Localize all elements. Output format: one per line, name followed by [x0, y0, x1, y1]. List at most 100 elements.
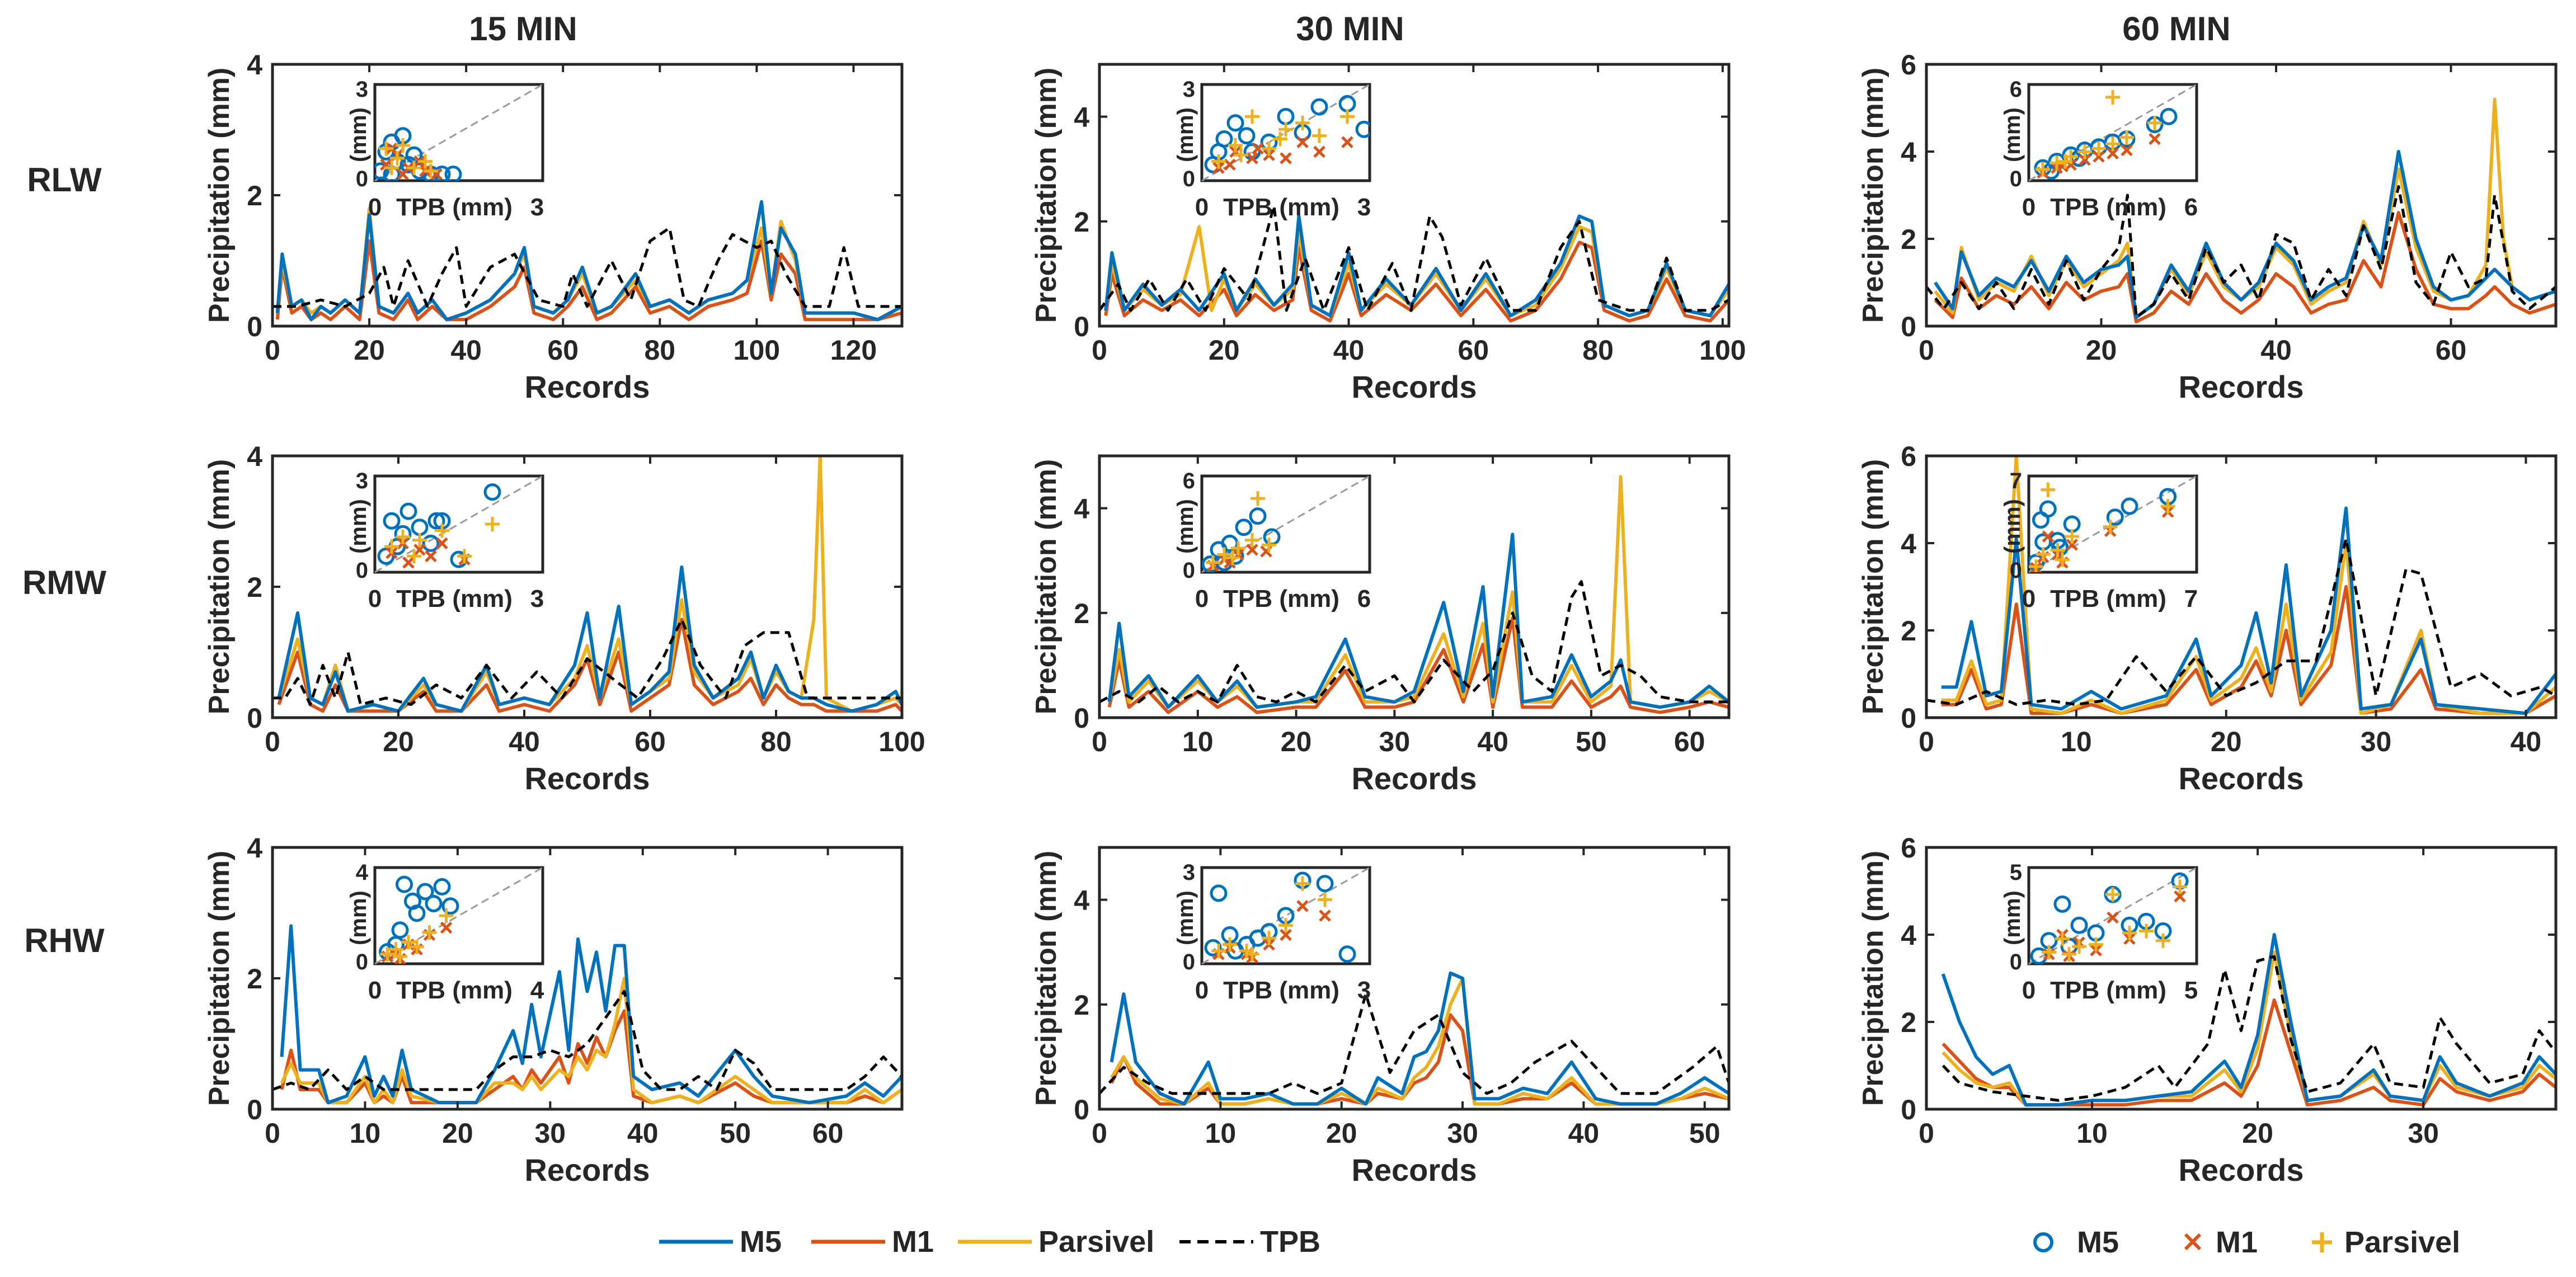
- point-parsivel: [2036, 547, 2051, 562]
- inset-points: [375, 127, 462, 181]
- x-tick-label: 30: [2408, 1118, 2439, 1149]
- inset-scatter: 0 7 0 TPB (mm) 7 (mm): [2000, 469, 2198, 612]
- point-m5: [2121, 497, 2138, 515]
- x-tick-label: 20: [2242, 1118, 2273, 1149]
- one-to-one-line: [374, 475, 543, 573]
- panel-rlw-30min: 0 20 40 60 80 100 0 2 4 Records Precipitation (mm)…: [1030, 63, 1746, 404]
- y-tick-label: 2: [247, 963, 262, 995]
- legend-line-parsivel-label: Parsivel: [1038, 1225, 1154, 1259]
- axes-box: [1098, 846, 1731, 1111]
- x-tick-label: 60: [812, 1118, 844, 1149]
- x-tick-label: 30: [2361, 726, 2392, 757]
- point-parsivel: [380, 946, 395, 962]
- point-parsivel: [396, 138, 410, 153]
- point-parsivel: [435, 523, 449, 538]
- point-m1: [1296, 136, 1309, 148]
- point-m5: [391, 921, 409, 939]
- point-parsivel: [1273, 131, 1287, 147]
- y-tick-label: 2: [1901, 224, 1916, 255]
- series-tpb-line: [1099, 580, 1729, 704]
- point-parsivel: [1312, 128, 1327, 143]
- point-parsivel: [1206, 555, 1220, 570]
- point-m1: [2066, 539, 2078, 551]
- series-m5-line: [275, 200, 902, 322]
- x-axis-label: Records: [1351, 369, 1477, 404]
- point-parsivel: [412, 533, 427, 548]
- x-tick-label: 20: [442, 1118, 473, 1149]
- inset-x-tick-max: 3: [1357, 977, 1371, 1004]
- point-parsivel: [407, 161, 421, 176]
- y-axis-label: Precipitation (mm): [203, 68, 236, 323]
- inset-x-tick-min: 0: [2022, 585, 2036, 612]
- series-parsivel-line: [280, 977, 902, 1105]
- x-tick-label: 0: [1919, 726, 1934, 757]
- inset-x-tick-max: 3: [530, 194, 544, 221]
- x-tick-label: 0: [1919, 334, 1934, 366]
- series-parsivel-line: [1941, 456, 2556, 715]
- inset-points: [1204, 95, 1370, 174]
- y-tick-label: 4: [1074, 102, 1089, 133]
- inset-x-tick-max: 3: [530, 585, 544, 612]
- inset-y-label: (mm): [1173, 107, 1198, 162]
- series-m5-line: [1941, 506, 2556, 715]
- y-tick-label: 4: [1901, 136, 1916, 168]
- point-m5: [2053, 895, 2071, 913]
- point-m5: [1226, 114, 1244, 132]
- legend-marker-m1: [2184, 1233, 2202, 1251]
- inset-y-tick-max: 4: [356, 860, 369, 885]
- series-tpb-line: [1926, 185, 2556, 319]
- point-m5: [399, 502, 417, 520]
- inset-x-tick-max: 7: [2184, 585, 2198, 612]
- point-m5: [1210, 884, 1228, 902]
- x-axis-label: Records: [1351, 761, 1477, 796]
- axes-box: [1925, 846, 2558, 1111]
- x-tick-label: 10: [2061, 726, 2092, 757]
- x-tick-label: 0: [1092, 334, 1107, 366]
- y-axis-label: Precipitation (mm): [1030, 68, 1063, 323]
- point-m5: [1238, 127, 1256, 145]
- y-tick-label: 4: [1074, 493, 1089, 525]
- x-axis-label: Records: [1351, 1152, 1477, 1188]
- x-tick-label: 10: [1205, 1118, 1237, 1149]
- inset-x-label: TPB (mm): [1223, 194, 1339, 221]
- point-parsivel: [2122, 925, 2137, 940]
- point-m1: [2093, 150, 2105, 163]
- point-parsivel: [384, 161, 399, 176]
- point-m1: [402, 557, 415, 569]
- point-parsivel: [1340, 109, 1355, 124]
- inset-points: [1202, 491, 1281, 572]
- point-parsivel: [2058, 154, 2072, 169]
- series-m5-line: [277, 565, 902, 713]
- inset-y-label: (mm): [1173, 499, 1198, 554]
- point-parsivel: [1245, 533, 1259, 548]
- point-m1: [1246, 152, 1258, 164]
- inset-y-tick-min: 0: [356, 167, 368, 191]
- y-tick-label: 0: [247, 703, 262, 734]
- point-parsivel: [1223, 937, 1237, 952]
- point-parsivel: [1228, 138, 1243, 153]
- point-parsivel: [1318, 892, 1332, 907]
- point-m5: [427, 512, 445, 530]
- point-parsivel: [1211, 154, 1226, 169]
- series-tpb-line: [1099, 992, 1729, 1095]
- inset-x-tick-min: 0: [368, 194, 382, 221]
- x-tick-label: 50: [720, 1118, 751, 1149]
- x-tick-label: 100: [878, 726, 925, 757]
- point-m1: [1296, 900, 1309, 912]
- point-parsivel: [457, 549, 472, 564]
- inset-y-tick-min: 0: [356, 950, 368, 974]
- inset-y-tick-max: 6: [1183, 469, 1195, 493]
- x-tick-label: 40: [1477, 726, 1508, 757]
- inset-points: [2030, 872, 2189, 964]
- inset-x-label: TPB (mm): [396, 977, 513, 1004]
- point-parsivel: [1251, 491, 1265, 506]
- point-m1: [2149, 133, 2161, 145]
- x-tick-label: 50: [1576, 726, 1607, 757]
- axes-box: [1925, 63, 2558, 328]
- point-m1: [2079, 153, 2091, 166]
- point-parsivel: [2105, 136, 2120, 152]
- point-parsivel: [407, 549, 421, 564]
- column-title-30min: 30 MIN: [1296, 10, 1404, 48]
- point-m5: [444, 166, 462, 181]
